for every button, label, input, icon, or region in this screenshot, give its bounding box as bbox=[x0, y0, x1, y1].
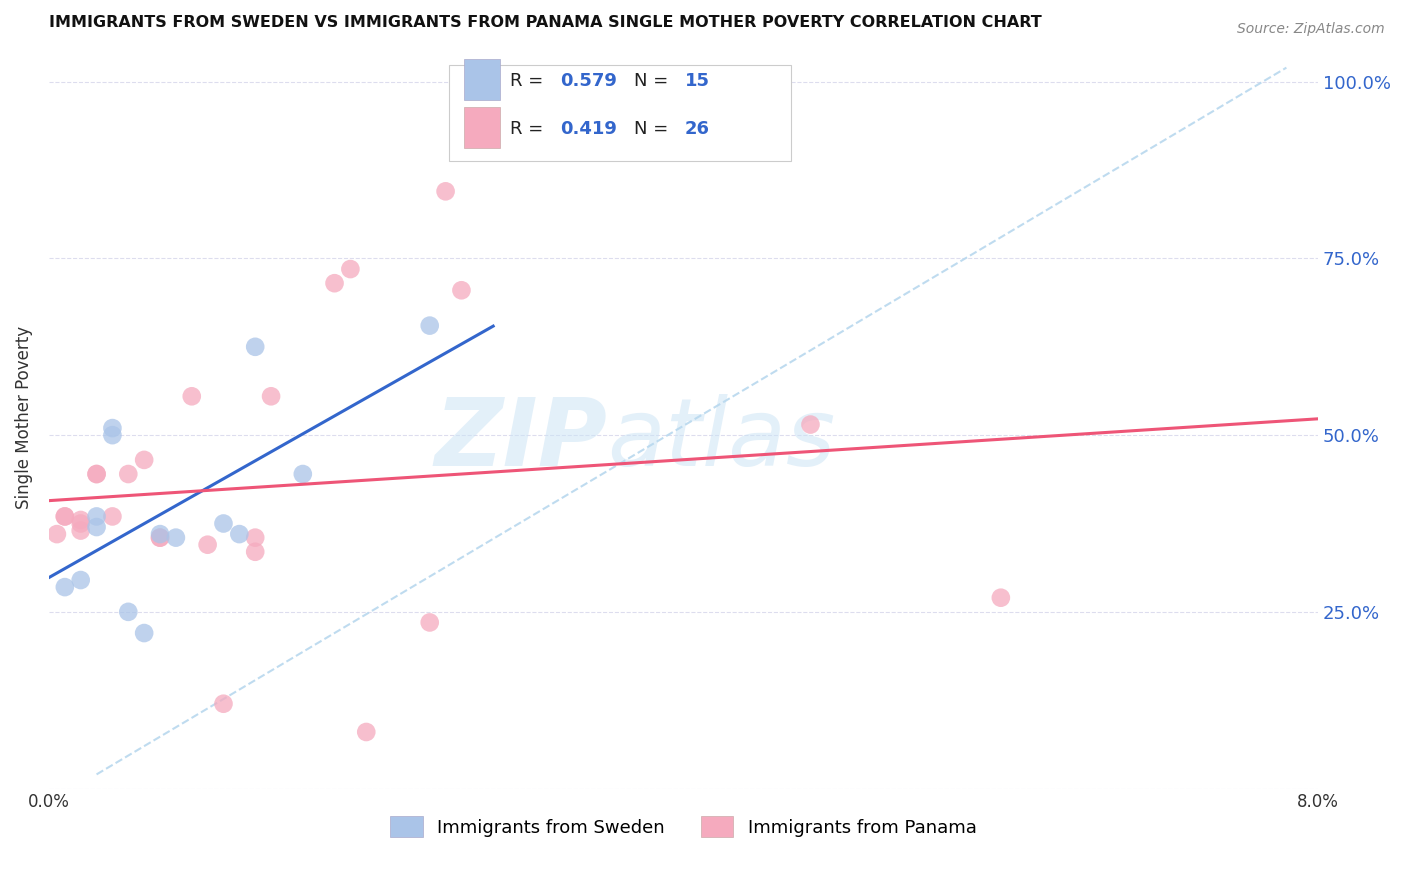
Point bbox=[245, 531, 267, 545]
Point bbox=[117, 467, 139, 481]
Point bbox=[134, 453, 156, 467]
Text: R =: R = bbox=[510, 120, 548, 138]
Text: N =: N = bbox=[634, 120, 673, 138]
Point bbox=[69, 524, 91, 538]
Point bbox=[149, 531, 172, 545]
Point bbox=[53, 509, 76, 524]
Point bbox=[323, 276, 346, 290]
Point bbox=[53, 580, 76, 594]
Point bbox=[69, 573, 91, 587]
Point bbox=[165, 531, 187, 545]
Point bbox=[53, 509, 76, 524]
Point bbox=[69, 513, 91, 527]
Text: 26: 26 bbox=[685, 120, 710, 138]
Text: atlas: atlas bbox=[607, 394, 835, 485]
Point bbox=[245, 340, 267, 354]
Point bbox=[180, 389, 202, 403]
Text: R =: R = bbox=[510, 72, 548, 90]
Legend: Immigrants from Sweden, Immigrants from Panama: Immigrants from Sweden, Immigrants from … bbox=[381, 807, 986, 847]
Point bbox=[450, 283, 472, 297]
Text: N =: N = bbox=[634, 72, 673, 90]
Text: 0.419: 0.419 bbox=[561, 120, 617, 138]
Text: 15: 15 bbox=[685, 72, 710, 90]
Point bbox=[86, 467, 108, 481]
Point bbox=[149, 527, 172, 541]
Text: Source: ZipAtlas.com: Source: ZipAtlas.com bbox=[1237, 22, 1385, 37]
Text: ZIP: ZIP bbox=[434, 393, 607, 486]
Point bbox=[117, 605, 139, 619]
FancyBboxPatch shape bbox=[464, 107, 499, 148]
Text: IMMIGRANTS FROM SWEDEN VS IMMIGRANTS FROM PANAMA SINGLE MOTHER POVERTY CORRELATI: IMMIGRANTS FROM SWEDEN VS IMMIGRANTS FRO… bbox=[49, 15, 1042, 30]
FancyBboxPatch shape bbox=[464, 59, 499, 100]
Point bbox=[69, 516, 91, 531]
Point bbox=[212, 697, 235, 711]
Point bbox=[86, 467, 108, 481]
Point bbox=[101, 421, 124, 435]
Point bbox=[245, 545, 267, 559]
Point bbox=[86, 520, 108, 534]
Point bbox=[212, 516, 235, 531]
Point bbox=[134, 626, 156, 640]
Y-axis label: Single Mother Poverty: Single Mother Poverty bbox=[15, 326, 32, 509]
Point bbox=[228, 527, 250, 541]
Point bbox=[434, 184, 457, 198]
Point bbox=[86, 509, 108, 524]
Text: 0.579: 0.579 bbox=[561, 72, 617, 90]
Point bbox=[101, 509, 124, 524]
Point bbox=[990, 591, 1012, 605]
Point bbox=[419, 615, 441, 630]
Point bbox=[356, 725, 378, 739]
FancyBboxPatch shape bbox=[449, 65, 792, 161]
Point bbox=[419, 318, 441, 333]
Point bbox=[339, 262, 361, 277]
Point bbox=[101, 428, 124, 442]
Point bbox=[197, 538, 219, 552]
Point bbox=[149, 531, 172, 545]
Point bbox=[260, 389, 283, 403]
Point bbox=[45, 527, 67, 541]
Point bbox=[291, 467, 314, 481]
Point bbox=[799, 417, 821, 432]
